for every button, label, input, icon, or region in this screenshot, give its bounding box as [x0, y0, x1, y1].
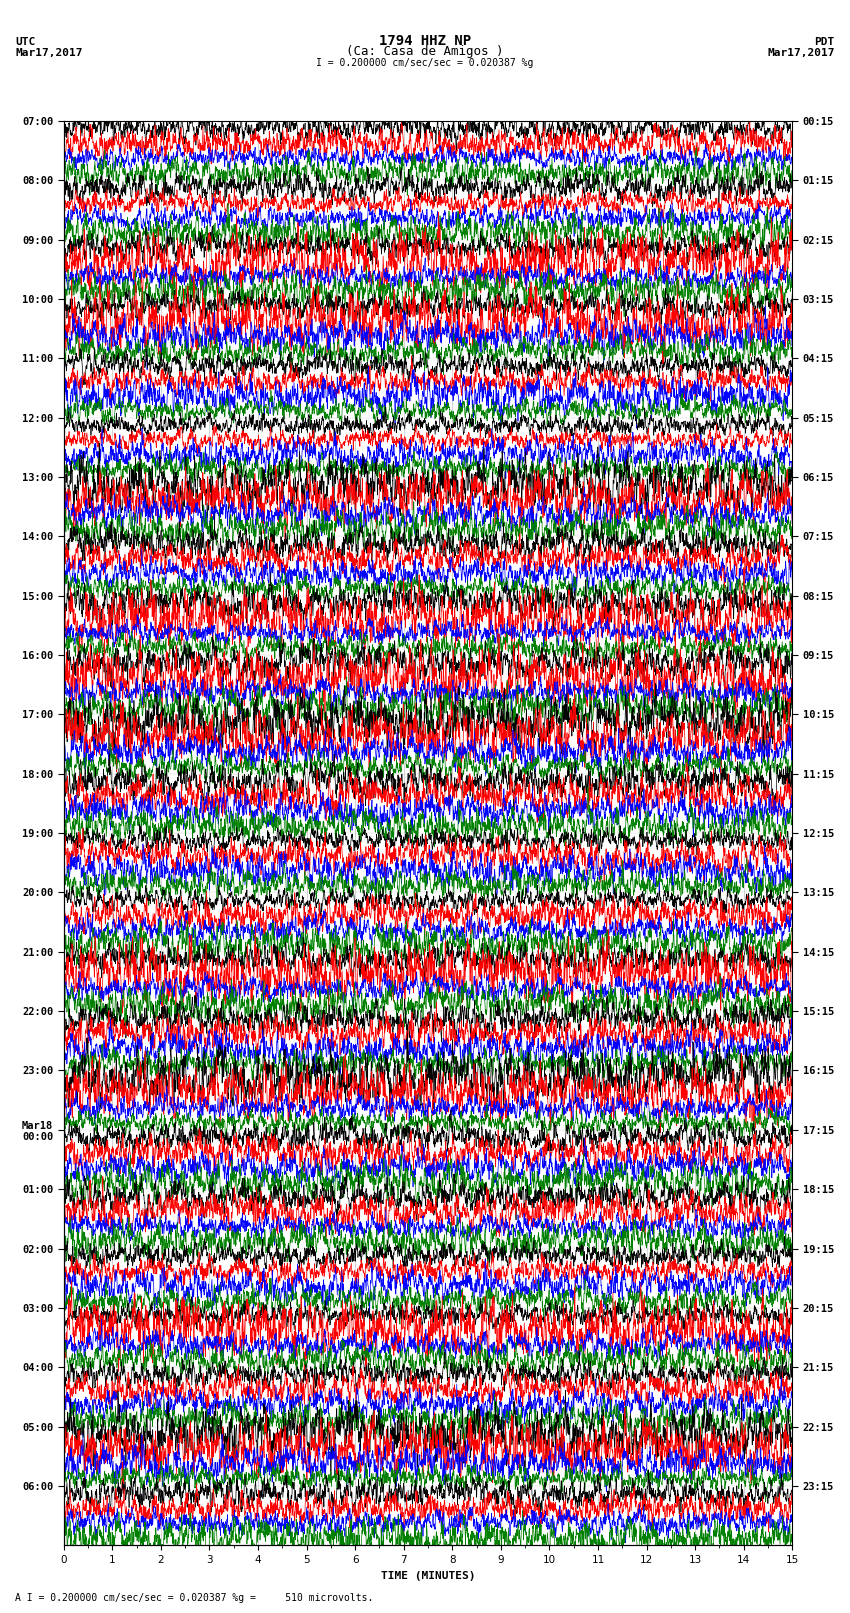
- X-axis label: TIME (MINUTES): TIME (MINUTES): [381, 1571, 475, 1581]
- Text: Mar17,2017: Mar17,2017: [15, 48, 82, 58]
- Text: PDT: PDT: [814, 37, 835, 47]
- Text: (Ca: Casa de Amigos ): (Ca: Casa de Amigos ): [346, 45, 504, 58]
- Text: I = 0.200000 cm/sec/sec = 0.020387 %g: I = 0.200000 cm/sec/sec = 0.020387 %g: [316, 58, 534, 68]
- Text: UTC: UTC: [15, 37, 36, 47]
- Text: A I = 0.200000 cm/sec/sec = 0.020387 %g =     510 microvolts.: A I = 0.200000 cm/sec/sec = 0.020387 %g …: [15, 1594, 374, 1603]
- Text: 1794 HHZ NP: 1794 HHZ NP: [379, 34, 471, 48]
- Text: Mar17,2017: Mar17,2017: [768, 48, 835, 58]
